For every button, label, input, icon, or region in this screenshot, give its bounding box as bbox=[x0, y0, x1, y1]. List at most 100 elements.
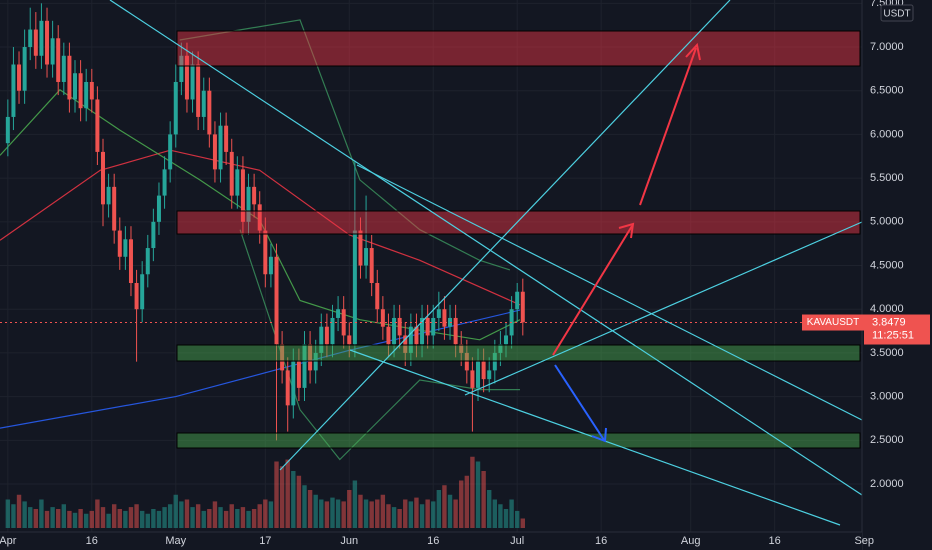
volume-bar bbox=[223, 510, 229, 528]
volume-bar bbox=[481, 471, 486, 528]
x-tick-label: 17 bbox=[259, 535, 271, 547]
candle-body bbox=[431, 317, 436, 336]
trend-line bbox=[464, 221, 863, 396]
volume-bar bbox=[386, 504, 391, 528]
candle-body bbox=[224, 125, 229, 152]
candle-body bbox=[476, 361, 481, 388]
y-tick-label: 5.5000 bbox=[870, 172, 904, 184]
volume-bar bbox=[341, 501, 346, 528]
volume-bar bbox=[84, 513, 89, 528]
volume-bar bbox=[447, 494, 453, 528]
volume-bar bbox=[72, 512, 78, 528]
resistance-zone bbox=[176, 210, 861, 235]
x-tick-label: Sep bbox=[854, 535, 874, 547]
currency: USDT bbox=[883, 9, 910, 20]
arrow bbox=[639, 47, 697, 206]
candle-body bbox=[436, 309, 441, 318]
x-tick-label: Jul bbox=[510, 535, 524, 547]
candle-body bbox=[302, 344, 307, 388]
volume-bar bbox=[380, 494, 386, 528]
volume-bar bbox=[5, 499, 11, 528]
volume-bar bbox=[67, 510, 72, 528]
volume-bar bbox=[151, 509, 156, 528]
indicator-line bbox=[239, 229, 520, 461]
candle-body bbox=[33, 29, 38, 56]
volume-bar bbox=[419, 504, 425, 528]
volume-bar bbox=[212, 501, 218, 528]
candle-body bbox=[168, 134, 173, 170]
x-tick-label: May bbox=[165, 535, 186, 547]
indicator-line bbox=[0, 149, 521, 306]
volume-bar bbox=[28, 507, 33, 528]
price-axis bbox=[862, 0, 932, 550]
trend-line bbox=[279, 0, 731, 471]
volume-bar bbox=[156, 510, 162, 528]
y-tick-label: 2.0000 bbox=[870, 478, 904, 490]
volume-bar bbox=[475, 461, 481, 528]
x-tick-label: 16 bbox=[769, 535, 781, 547]
candle-body bbox=[358, 230, 363, 266]
volume-bar bbox=[274, 461, 279, 528]
volume-bar bbox=[515, 510, 520, 528]
trend-line bbox=[109, 0, 863, 496]
candle-body bbox=[296, 361, 301, 388]
candle-body bbox=[28, 29, 33, 48]
candle-body bbox=[78, 73, 83, 109]
x-tick-label: 16 bbox=[595, 535, 607, 547]
volume-bar bbox=[22, 501, 27, 528]
candle-body bbox=[89, 81, 94, 100]
candle-body bbox=[212, 134, 217, 170]
x-tick-label: Apr bbox=[0, 535, 17, 547]
y-tick-label: 3.5000 bbox=[870, 347, 904, 359]
volume-bar bbox=[470, 456, 475, 528]
volume-bar bbox=[459, 480, 464, 528]
candle-body bbox=[425, 317, 430, 336]
candle-body bbox=[229, 151, 234, 196]
candle-body bbox=[313, 352, 318, 371]
volume-bar bbox=[375, 499, 380, 528]
volume-bar bbox=[352, 480, 358, 528]
volume-bar bbox=[33, 509, 39, 528]
volume-bar bbox=[319, 499, 324, 528]
y-tick-label: 6.5000 bbox=[870, 85, 904, 97]
candle-body bbox=[162, 169, 167, 196]
volume-bar bbox=[335, 499, 341, 528]
y-tick-label: 2.5000 bbox=[870, 434, 904, 446]
volume-bar bbox=[251, 509, 257, 528]
candle-body bbox=[151, 221, 156, 249]
x-tick-label: Jun bbox=[340, 535, 358, 547]
volume-bar bbox=[246, 510, 251, 528]
volume-bar bbox=[436, 490, 442, 528]
volume-bar bbox=[106, 513, 111, 528]
volume-bar bbox=[492, 499, 498, 528]
x-tick-label: 16 bbox=[427, 535, 439, 547]
volume-bar bbox=[56, 509, 61, 528]
arrow-head bbox=[618, 222, 635, 239]
volume-bar bbox=[408, 501, 414, 528]
volume-bar bbox=[324, 501, 330, 528]
support-zone bbox=[176, 344, 861, 362]
volume-bar bbox=[285, 459, 290, 528]
volume-bar bbox=[257, 504, 262, 528]
volume-bar bbox=[39, 499, 44, 528]
candle-body bbox=[95, 99, 100, 152]
volume-bar bbox=[464, 475, 470, 528]
volume-bar bbox=[117, 509, 122, 528]
candle-body bbox=[61, 55, 66, 82]
volume-bar bbox=[162, 507, 167, 528]
x-tick-label: 16 bbox=[86, 535, 98, 547]
volume-bar bbox=[50, 507, 55, 528]
candle-body bbox=[106, 186, 111, 205]
volume-bar bbox=[391, 507, 397, 528]
volume-bar bbox=[123, 510, 128, 528]
resistance-zone bbox=[176, 30, 861, 67]
y-tick-label: 4.5000 bbox=[870, 259, 904, 271]
last-price: 3.8479 bbox=[872, 316, 906, 328]
y-tick-label: 6.0000 bbox=[870, 128, 904, 140]
candle-body bbox=[112, 186, 117, 231]
volume-bar bbox=[302, 485, 307, 528]
volume-bar bbox=[173, 494, 178, 528]
candle-body bbox=[235, 169, 240, 196]
